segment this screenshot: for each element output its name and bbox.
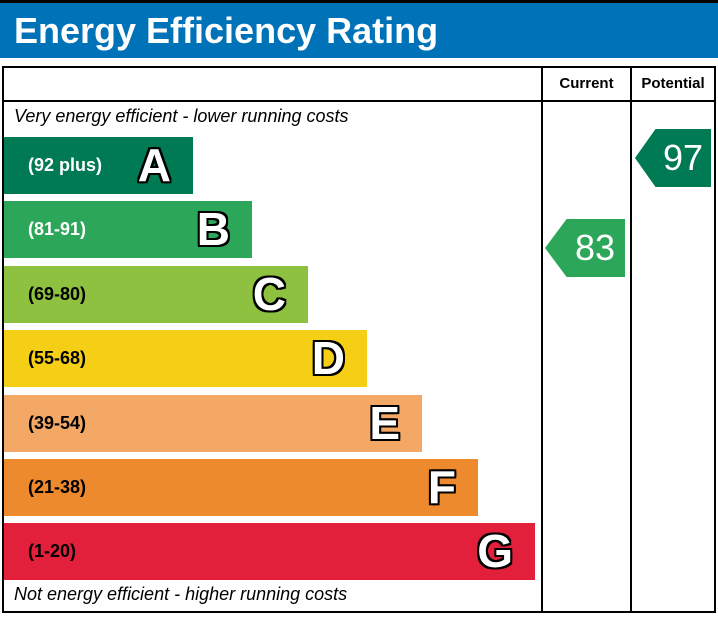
bands-container: (92 plus) A (81-91) B (69-80) C (55-68) … (4, 68, 541, 611)
rating-table: Current Potential Very energy efficient … (2, 66, 716, 613)
band-row: (21-38) F (4, 459, 541, 516)
band-bar: (1-20) G (4, 523, 535, 580)
band-range-label: (1-20) (28, 541, 77, 561)
potential-rating-arrow: 97 (635, 129, 711, 187)
band-range-label: (69-80) (28, 284, 87, 304)
title-bar: Energy Efficiency Rating (0, 0, 718, 58)
band-range-label: (39-54) (28, 413, 87, 433)
header-row-divider (4, 100, 714, 102)
current-rating-arrow: 83 (545, 219, 625, 277)
band-row: (1-20) G (4, 523, 541, 580)
band-bar: (81-91) B (4, 201, 252, 258)
band-range-label: (81-91) (28, 219, 87, 239)
band-bar: (92 plus) A (4, 137, 193, 194)
band-letter: E (369, 397, 400, 449)
band-bar: (69-80) C (4, 266, 308, 323)
band-letter: G (477, 525, 513, 577)
band-bar: (21-38) F (4, 459, 478, 516)
potential-column-header: Potential (641, 75, 705, 92)
current-column-header: Current (559, 75, 614, 92)
page-title: Energy Efficiency Rating (14, 9, 439, 51)
band-range-label: (55-68) (28, 348, 87, 368)
potential-column-divider (630, 68, 632, 611)
band-letter: D (311, 332, 345, 384)
band-letter: C (252, 268, 286, 320)
band-letter: A (137, 139, 171, 191)
band-row: (81-91) B (4, 201, 541, 258)
potential-rating-value: 97 (662, 137, 704, 178)
band-range-label: (92 plus) (28, 155, 103, 175)
band-row: (69-80) C (4, 266, 541, 323)
band-bar: (55-68) D (4, 330, 367, 387)
top-note: Very energy efficient - lower running co… (14, 106, 349, 126)
band-row: (39-54) E (4, 395, 541, 452)
band-letter: B (196, 203, 230, 255)
bottom-note: Not energy efficient - higher running co… (14, 584, 348, 604)
band-letter: F (427, 461, 456, 513)
band-bar: (39-54) E (4, 395, 422, 452)
band-row: (55-68) D (4, 330, 541, 387)
current-column-divider (541, 68, 543, 611)
band-row: (92 plus) A (4, 137, 541, 194)
current-rating-value: 83 (574, 227, 616, 268)
band-range-label: (21-38) (28, 477, 87, 497)
